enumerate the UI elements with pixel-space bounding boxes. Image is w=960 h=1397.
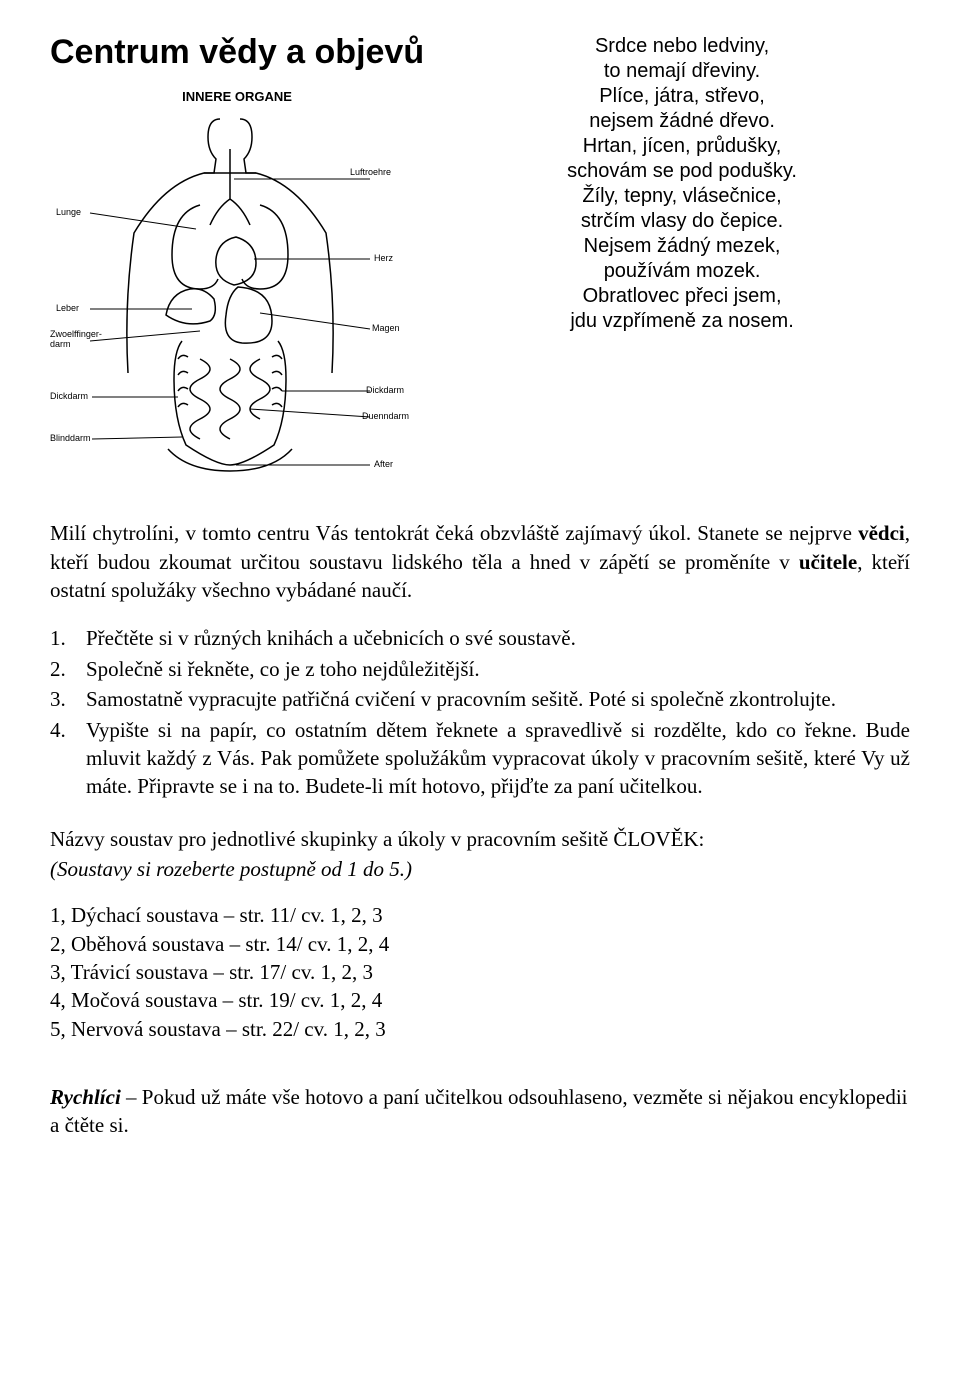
- intro-paragraph: Milí chytrolíni, v tomto centru Vás tent…: [50, 519, 910, 604]
- intro-text: Milí chytrolíni, v tomto centru Vás tent…: [50, 521, 858, 545]
- systems-note: (Soustavy si rozeberte postupně od 1 do …: [50, 855, 910, 883]
- poem-line: Obratlovec přeci jsem,: [454, 284, 910, 309]
- poem-line: Plíce, játra, střevo,: [454, 84, 910, 109]
- step-number: 3.: [50, 685, 86, 713]
- footer-paragraph: Rychlíci – Pokud už máte vše hotovo a pa…: [50, 1083, 910, 1140]
- label-blinddarm: Blinddarm: [50, 433, 91, 443]
- label-after: After: [374, 459, 393, 469]
- step-item: 4.Vypište si na papír, co ostatním dětem…: [86, 716, 910, 801]
- poem-line: Nejsem žádný mezek,: [454, 234, 910, 259]
- label-lunge: Lunge: [56, 207, 81, 217]
- left-column: Centrum vědy a objevů INNERE ORGANE: [50, 30, 424, 489]
- steps-list: 1.Přečtěte si v různých knihách a učebni…: [50, 624, 910, 800]
- poem-line: Žíly, tepny, vlásečnice,: [454, 184, 910, 209]
- step-item: 2.Společně si řekněte, co je z toho nejd…: [86, 655, 910, 683]
- intro-bold-ucitele: učitele: [799, 550, 857, 574]
- label-dickdarm-r: Dickdarm: [366, 385, 404, 395]
- label-magen: Magen: [372, 323, 400, 333]
- label-dickdarm-l: Dickdarm: [50, 391, 88, 401]
- poem-block: Srdce nebo ledviny, to nemají dřeviny. P…: [454, 30, 910, 334]
- system-item: 1, Dýchací soustava – str. 11/ cv. 1, 2,…: [50, 901, 910, 929]
- system-item: 3, Trávicí soustava – str. 17/ cv. 1, 2,…: [50, 958, 910, 986]
- label-zwoelf: Zwoelffinger-darm: [50, 329, 102, 349]
- label-luftroehre: Luftroehre: [350, 167, 391, 177]
- poem-line: to nemají dřeviny.: [454, 59, 910, 84]
- poem-line: Hrtan, jícen, průdušky,: [454, 134, 910, 159]
- step-number: 4.: [50, 716, 86, 744]
- page-title: Centrum vědy a objevů: [50, 30, 424, 76]
- label-herz: Herz: [374, 253, 394, 263]
- poem-line: strčím vlasy do čepice.: [454, 209, 910, 234]
- anatomy-figure: INNERE ORGANE: [50, 88, 424, 490]
- step-text: Přečtěte si v různých knihách a učebnicí…: [86, 626, 576, 650]
- system-item: 4, Močová soustava – str. 19/ cv. 1, 2, …: [50, 986, 910, 1014]
- step-text: Vypište si na papír, co ostatním dětem ř…: [86, 718, 910, 799]
- system-item: 2, Oběhová soustava – str. 14/ cv. 1, 2,…: [50, 930, 910, 958]
- step-text: Společně si řekněte, co je z toho nejdůl…: [86, 657, 480, 681]
- label-leber: Leber: [56, 303, 79, 313]
- header-row: Centrum vědy a objevů INNERE ORGANE: [50, 30, 910, 489]
- poem-line: jdu vzpřímeně za nosem.: [454, 309, 910, 334]
- systems-heading: Názvy soustav pro jednotlivé skupinky a …: [50, 825, 910, 853]
- poem-line: nejsem žádné dřevo.: [454, 109, 910, 134]
- step-number: 1.: [50, 624, 86, 652]
- anatomy-caption: INNERE ORGANE: [50, 88, 424, 106]
- system-item: 5, Nervová soustava – str. 22/ cv. 1, 2,…: [50, 1015, 910, 1043]
- step-text: Samostatně vypracujte patřičná cvičení v…: [86, 687, 836, 711]
- label-duenndarm: Duenndarm: [362, 411, 409, 421]
- step-item: 1.Přečtěte si v různých knihách a učebni…: [86, 624, 910, 652]
- poem-line: Srdce nebo ledviny,: [454, 34, 910, 59]
- footer-rest: – Pokud už máte vše hotovo a paní učitel…: [50, 1085, 908, 1137]
- footer-lead: Rychlíci: [50, 1085, 121, 1109]
- intro-bold-vedci: vědci: [858, 521, 905, 545]
- poem-line: používám mozek.: [454, 259, 910, 284]
- step-item: 3.Samostatně vypracujte patřičná cvičení…: [86, 685, 910, 713]
- poem-line: schovám se pod podušky.: [454, 159, 910, 184]
- systems-list: 1, Dýchací soustava – str. 11/ cv. 1, 2,…: [50, 901, 910, 1043]
- step-number: 2.: [50, 655, 86, 683]
- anatomy-diagram: Lunge Luftroehre Leber Herz Zwoelffinger…: [50, 109, 410, 489]
